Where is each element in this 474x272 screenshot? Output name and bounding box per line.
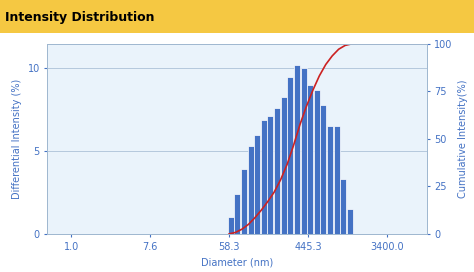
Bar: [314, 90, 320, 234]
Bar: [234, 194, 240, 234]
Bar: [254, 135, 260, 234]
Y-axis label: Cumulative Intensity(%): Cumulative Intensity(%): [458, 79, 468, 198]
Bar: [307, 85, 313, 234]
Bar: [274, 108, 280, 234]
Bar: [287, 77, 293, 234]
Bar: [241, 169, 247, 234]
Bar: [327, 126, 333, 234]
Bar: [320, 105, 327, 234]
Y-axis label: Differential Intensity (%): Differential Intensity (%): [12, 79, 22, 199]
Bar: [340, 179, 346, 234]
Bar: [281, 97, 287, 234]
Bar: [347, 209, 353, 234]
Bar: [334, 126, 340, 234]
Bar: [301, 68, 307, 234]
Text: Intensity Distribution: Intensity Distribution: [5, 11, 154, 24]
Bar: [247, 146, 254, 234]
Bar: [267, 116, 273, 234]
Bar: [228, 217, 234, 234]
X-axis label: Diameter (nm): Diameter (nm): [201, 257, 273, 267]
Bar: [294, 65, 300, 234]
Bar: [261, 120, 267, 234]
